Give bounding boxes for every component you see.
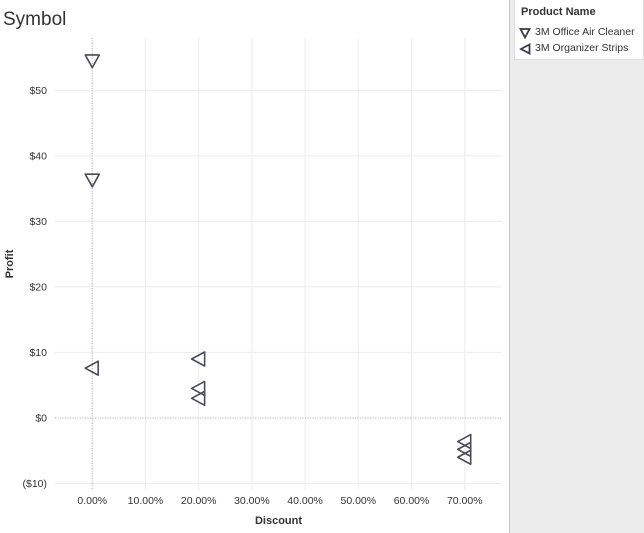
scatter-plot: ($10) $0 $10 $20 $30 $40 $50 0.00% 10.00% 20.00% 3… [4, 38, 502, 527]
legend: Product Name 3M Office Air Cleaner 3M Or… [514, 0, 644, 60]
triangle-left-marker [84, 360, 99, 376]
x-tick-label: 0.00% [77, 495, 107, 507]
legend-title: Product Name [521, 6, 596, 18]
triangle-down-marker [84, 173, 101, 188]
triangle-left-marker [190, 351, 206, 367]
x-tick-label: 60.00% [394, 495, 430, 507]
x-tick-label: 40.00% [287, 495, 323, 507]
chart-title: Symbol [3, 9, 67, 30]
y-tick-label: $10 [29, 347, 47, 359]
legend-item-air-cleaner[interactable]: 3M Office Air Cleaner [519, 26, 643, 40]
x-tick-label: 70.00% [447, 495, 483, 507]
triangle-left-marker [190, 390, 206, 407]
y-tick-label: $30 [29, 216, 47, 228]
y-tick-label: $40 [29, 150, 47, 162]
x-tick-label: 30.00% [234, 495, 270, 507]
y-axis-title: Profit [4, 249, 16, 278]
x-axis-title: Discount [255, 515, 302, 527]
x-tick-label: 10.00% [128, 495, 164, 507]
triangle-down-icon [519, 28, 531, 39]
x-tick-label: 50.00% [341, 495, 377, 507]
y-tick-label: $50 [29, 85, 47, 97]
legend-item-label: 3M Office Air Cleaner [535, 26, 635, 38]
triangle-left-marker [456, 449, 472, 466]
x-tick-label: 20.00% [181, 495, 217, 507]
triangle-left-icon [519, 43, 531, 55]
triangle-down-marker [84, 54, 101, 69]
legend-item-organizer-strips[interactable]: 3M Organizer Strips [519, 42, 643, 56]
y-tick-label: $0 [35, 412, 47, 424]
y-tick-label: ($10) [22, 478, 47, 490]
legend-panel: Product Name 3M Office Air Cleaner 3M Or… [509, 0, 644, 533]
y-tick-label: $20 [29, 281, 47, 293]
legend-item-label: 3M Organizer Strips [535, 42, 629, 54]
triangle-left-marker [190, 380, 206, 397]
